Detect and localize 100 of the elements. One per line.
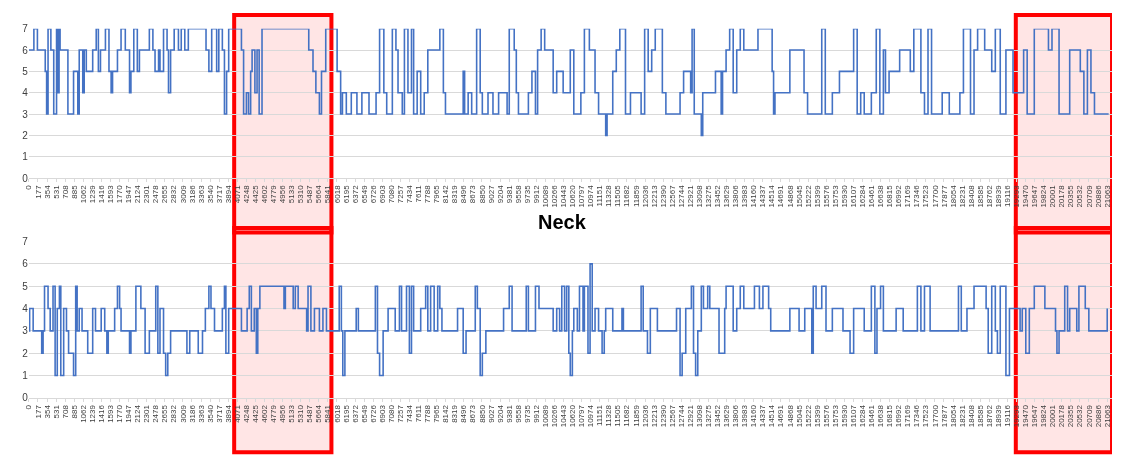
x-tick-label: 17700 <box>930 404 940 428</box>
x-tick-label: 9381 <box>504 404 514 423</box>
x-tick-label: 9735 <box>522 184 532 204</box>
x-tick-label: 13629 <box>722 184 732 208</box>
x-tick-label: 11505 <box>613 404 623 427</box>
x-tick-label: 18054 <box>948 404 958 428</box>
x-tick-label: 4956 <box>278 184 288 204</box>
x-tick-label: 1062 <box>78 184 88 204</box>
x-tick-label: 12213 <box>649 184 659 208</box>
x-tick-label: 14337 <box>758 184 768 208</box>
x-tick-label: 5664 <box>314 184 324 204</box>
x-tick-label: 9912 <box>531 184 541 204</box>
x-tick-label: 3894 <box>223 184 233 204</box>
x-tick-label: 13629 <box>722 404 732 428</box>
x-tick-label: 8319 <box>450 184 460 204</box>
x-tick-label: 20532 <box>1075 184 1085 208</box>
x-tick-label: 17523 <box>921 404 931 428</box>
x-tick-label: 10797 <box>577 184 587 208</box>
x-tick-label: 2655 <box>160 404 170 423</box>
x-tick-label: 4779 <box>269 184 279 204</box>
x-tick-label: 7080 <box>386 404 396 423</box>
x-tick-label: 14514 <box>767 404 777 428</box>
x-tick-label: 1770 <box>115 404 125 423</box>
x-tick-label: 9027 <box>486 404 496 423</box>
x-tick-label: 7788 <box>423 184 433 204</box>
x-tick-label: 9558 <box>513 404 523 423</box>
x-tick-label: 20709 <box>1084 404 1094 428</box>
x-tick-label: 4248 <box>241 404 251 423</box>
x-tick-label: 5664 <box>314 404 324 423</box>
x-tick-label: 7611 <box>414 184 424 203</box>
x-tick-label: 3540 <box>205 404 215 423</box>
y-tick-label: 7 <box>22 23 29 35</box>
x-tick-label: 354 <box>42 404 52 419</box>
x-tick-label: 9735 <box>522 404 532 423</box>
x-tick-label: 10266 <box>550 404 559 428</box>
x-tick-label: 20886 <box>1093 184 1103 208</box>
y-tick-label: 7 <box>22 236 29 248</box>
x-tick-label: 16284 <box>858 184 868 208</box>
x-tick-label: 885 <box>69 404 79 419</box>
x-tick-label: 18939 <box>993 184 1003 208</box>
x-tick-label: 20178 <box>1057 184 1067 208</box>
x-tick-label: 11151 <box>595 404 605 427</box>
x-tick-label: 6018 <box>332 184 342 204</box>
x-tick-label: 19116 <box>1003 184 1012 207</box>
x-tick-label: 7434 <box>405 404 415 423</box>
x-tick-label: 21063 <box>1102 184 1112 208</box>
x-tick-label: 17169 <box>903 184 913 208</box>
x-tick-label: 20355 <box>1066 404 1076 428</box>
x-tick-label: 18762 <box>984 404 994 428</box>
x-tick-label: 10089 <box>540 404 550 428</box>
x-tick-label: 15045 <box>794 404 804 428</box>
x-tick-label: 8850 <box>477 184 487 204</box>
x-tick-label: 5487 <box>305 184 315 204</box>
x-tick-label: 16107 <box>848 184 858 208</box>
x-tick-label: 1239 <box>87 404 97 423</box>
x-tick-label: 1416 <box>96 184 106 204</box>
x-tick-label: 9027 <box>486 184 496 204</box>
x-tick-label: 5841 <box>323 404 333 423</box>
x-tick-label: 11859 <box>631 404 641 427</box>
x-tick-label: 11151 <box>595 184 605 207</box>
y-tick-label: 5 <box>22 65 29 77</box>
x-tick-label: 7257 <box>395 184 405 204</box>
x-tick-label: 14691 <box>776 404 786 428</box>
x-tick-label: 4779 <box>269 404 279 423</box>
x-tick-label: 13452 <box>713 184 723 208</box>
x-tick-label: 14337 <box>758 404 768 428</box>
x-tick-label: 3009 <box>178 404 188 423</box>
x-tick-label: 2301 <box>142 404 152 423</box>
x-tick-label: 11682 <box>622 184 632 207</box>
y-tick-label: 6 <box>22 44 29 56</box>
x-tick-label: 19824 <box>1039 404 1049 428</box>
x-tick-label: 13806 <box>731 404 741 428</box>
x-tick-label: 14868 <box>785 184 795 208</box>
x-tick-label: 20886 <box>1093 404 1103 428</box>
y-tick-label: 6 <box>22 258 29 270</box>
x-tick-label: 19470 <box>1021 184 1031 208</box>
x-tick-label: 19824 <box>1039 184 1049 208</box>
x-tick-label: 18231 <box>957 184 967 208</box>
x-tick-label: 2832 <box>169 404 179 423</box>
x-tick-label: 11859 <box>631 184 641 207</box>
x-tick-label: 18939 <box>993 404 1003 428</box>
x-tick-label: 16107 <box>848 404 858 428</box>
x-tick-label: 18762 <box>984 184 994 208</box>
x-tick-label: 19647 <box>1030 184 1040 208</box>
x-tick-label: 13452 <box>713 404 723 428</box>
x-tick-label: 3009 <box>178 184 188 204</box>
x-tick-label: 5133 <box>287 184 297 204</box>
x-tick-label: 16638 <box>876 404 886 428</box>
x-tick-label: 11505 <box>613 184 623 207</box>
x-tick-label: 1593 <box>106 184 116 204</box>
x-tick-label: 5133 <box>287 404 297 423</box>
y-tick-label: 2 <box>22 129 29 141</box>
x-tick-label: 13983 <box>740 404 750 428</box>
x-tick-label: 7965 <box>432 404 442 423</box>
x-tick-label: 17523 <box>921 184 931 208</box>
chart-title: Neck <box>538 211 587 233</box>
x-tick-label: 10620 <box>568 184 578 208</box>
x-tick-label: 531 <box>51 404 61 419</box>
x-tick-label: 5310 <box>296 184 306 204</box>
x-tick-label: 5487 <box>305 404 315 423</box>
